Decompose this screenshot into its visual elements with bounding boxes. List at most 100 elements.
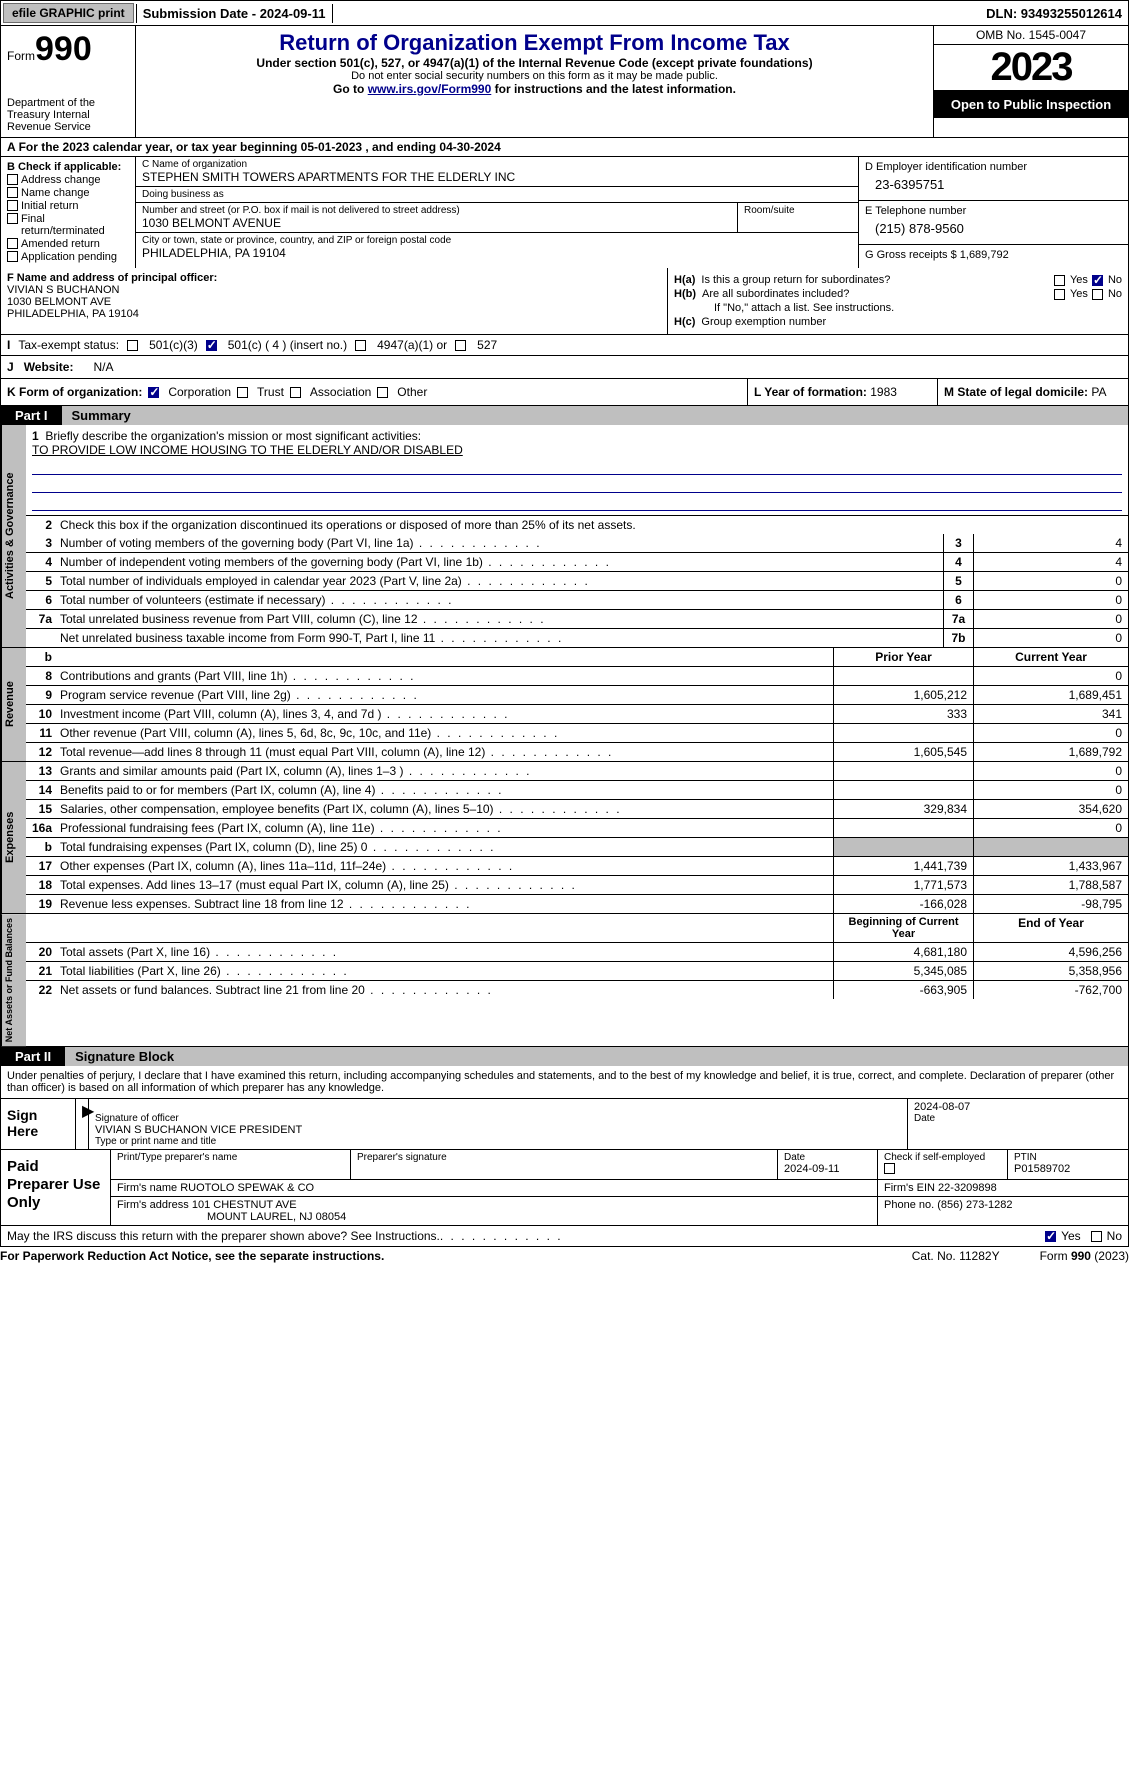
rev-hdr-row: b Prior Year Current Year [26, 648, 1128, 667]
current-year-hdr: Current Year [973, 648, 1128, 666]
j-label: Website: [24, 360, 74, 374]
table-row: 22Net assets or fund balances. Subtract … [26, 981, 1128, 999]
chk-other[interactable] [377, 387, 388, 398]
table-row: 14Benefits paid to or for members (Part … [26, 781, 1128, 800]
hb-no-chk[interactable] [1092, 289, 1103, 300]
chk-assoc[interactable] [290, 387, 301, 398]
omb-number: OMB No. 1545-0047 [934, 26, 1128, 45]
part1-num: Part I [1, 406, 62, 425]
ssn-note: Do not enter social security numbers on … [142, 70, 927, 82]
table-row: 13Grants and similar amounts paid (Part … [26, 762, 1128, 781]
table-row: 4Number of independent voting members of… [26, 553, 1128, 572]
line2-text: Check this box if the organization disco… [56, 516, 1128, 534]
table-row: bTotal fundraising expenses (Part IX, co… [26, 838, 1128, 857]
cat-no: Cat. No. 11282Y [912, 1249, 1000, 1263]
sig-declaration: Under penalties of perjury, I declare th… [0, 1066, 1129, 1098]
street-label: Number and street (or P.O. box if mail i… [142, 205, 731, 216]
mission-block: 1 Briefly describe the organization's mi… [26, 425, 1128, 516]
ha-no-chk[interactable] [1092, 275, 1103, 286]
k-label: K Form of organization: [7, 385, 142, 399]
table-row: 17Other expenses (Part IX, column (A), l… [26, 857, 1128, 876]
section-f: F Name and address of principal officer:… [1, 268, 668, 334]
table-row: 15Salaries, other compensation, employee… [26, 800, 1128, 819]
chk-pending[interactable]: Application pending [7, 251, 129, 263]
type-label: Type or print name and title [95, 1136, 901, 1147]
gov-tab: Activities & Governance [1, 425, 26, 647]
org-name: STEPHEN SMITH TOWERS APARTMENTS FOR THE … [142, 170, 852, 184]
chk-self-employed[interactable] [884, 1163, 895, 1174]
preparer-block: Paid Preparer Use Only Print/Type prepar… [0, 1150, 1129, 1226]
chk-amended[interactable]: Amended return [7, 238, 129, 250]
table-row: 3Number of voting members of the governi… [26, 534, 1128, 553]
table-row: 10Investment income (Part VIII, column (… [26, 705, 1128, 724]
table-row: 18Total expenses. Add lines 13–17 (must … [26, 876, 1128, 895]
chk-501c3[interactable] [127, 340, 138, 351]
mission-text: TO PROVIDE LOW INCOME HOUSING TO THE ELD… [32, 443, 1122, 457]
table-row: 8Contributions and grants (Part VIII, li… [26, 667, 1128, 686]
submission-date: Submission Date - 2024-09-11 [136, 4, 333, 23]
preparer-title: Paid Preparer Use Only [1, 1150, 111, 1225]
net-tab: Net Assets or Fund Balances [1, 914, 26, 1046]
f-h-block: F Name and address of principal officer:… [0, 268, 1129, 335]
expenses-block: Expenses 13Grants and similar amounts pa… [0, 762, 1129, 914]
prior-year-hdr: Prior Year [833, 648, 973, 666]
rev-tab: Revenue [1, 648, 26, 761]
form-header: Form990 Department of the Treasury Inter… [0, 26, 1129, 138]
street-value: 1030 BELMONT AVENUE [142, 216, 731, 230]
chk-final-return[interactable]: Final return/terminated [7, 213, 129, 237]
efile-print-button[interactable]: efile GRAPHIC print [3, 3, 134, 23]
sig-date-label: Date [914, 1113, 1122, 1124]
self-employed-cell: Check if self-employed [878, 1150, 1008, 1179]
year-formation: 1983 [870, 385, 897, 399]
ein-label: D Employer identification number [865, 161, 1122, 173]
dept-label: Department of the Treasury Internal Reve… [7, 97, 129, 133]
chk-4947[interactable] [355, 340, 366, 351]
sign-here-label: Sign Here [1, 1099, 76, 1149]
chk-trust[interactable] [237, 387, 248, 398]
ptin-value: P01589702 [1014, 1163, 1122, 1175]
chk-501c[interactable] [206, 340, 217, 351]
city-value: PHILADELPHIA, PA 19104 [142, 246, 852, 260]
gross-label: G Gross receipts $ [865, 249, 960, 261]
officer-sig-name: VIVIAN S BUCHANON VICE PRESIDENT [95, 1124, 901, 1136]
irs-link[interactable]: www.irs.gov/Form990 [368, 82, 492, 96]
chk-corp[interactable] [148, 387, 159, 398]
table-row: 9Program service revenue (Part VIII, lin… [26, 686, 1128, 705]
table-row: 7aTotal unrelated business revenue from … [26, 610, 1128, 629]
top-bar: efile GRAPHIC print Submission Date - 20… [0, 0, 1129, 26]
footer: For Paperwork Reduction Act Notice, see … [0, 1247, 1129, 1265]
chk-name-change[interactable]: Name change [7, 187, 129, 199]
discuss-text: May the IRS discuss this return with the… [7, 1229, 440, 1243]
ha-text: Is this a group return for subordinates? [701, 274, 1050, 286]
chk-address-change[interactable]: Address change [7, 174, 129, 186]
sign-here-block: Sign Here ▶ Signature of officerVIVIAN S… [0, 1098, 1129, 1150]
street-row: Number and street (or P.O. box if mail i… [136, 203, 858, 233]
info-grid: B Check if applicable: Address change Na… [0, 157, 1129, 268]
discuss-no-chk[interactable] [1091, 1231, 1102, 1242]
firm-ein: 22-3209898 [938, 1182, 997, 1194]
table-row: Net unrelated business taxable income fr… [26, 629, 1128, 647]
hb-note: If "No," attach a list. See instructions… [674, 302, 1122, 314]
tax-status-row: I Tax-exempt status: 501(c)(3) 501(c) ( … [0, 335, 1129, 356]
chk-527[interactable] [455, 340, 466, 351]
chk-initial-return[interactable]: Initial return [7, 200, 129, 212]
f-label: F Name and address of principal officer: [7, 272, 661, 284]
table-row: 19Revenue less expenses. Subtract line 1… [26, 895, 1128, 913]
begin-year-hdr: Beginning of Current Year [833, 914, 973, 942]
form-id-block: Form990 Department of the Treasury Inter… [1, 26, 136, 137]
part1-title: Summary [62, 406, 1128, 425]
section-m: M State of legal domicile: PA [938, 379, 1128, 405]
city-cell: City or town, state or province, country… [136, 233, 858, 262]
discuss-yes-chk[interactable] [1045, 1231, 1056, 1242]
form-prefix: Form [7, 49, 35, 63]
ha-yes-chk[interactable] [1054, 275, 1065, 286]
dba-cell: Doing business as [136, 187, 858, 203]
footer-left: For Paperwork Reduction Act Notice, see … [0, 1249, 384, 1263]
section-k: K Form of organization: Corporation Trus… [1, 379, 748, 405]
hb-yes-chk[interactable] [1054, 289, 1065, 300]
table-row: 6Total number of volunteers (estimate if… [26, 591, 1128, 610]
part1-header: Part I Summary [0, 406, 1129, 425]
public-inspection: Open to Public Inspection [934, 91, 1128, 118]
net-hdr-row: Beginning of Current Year End of Year [26, 914, 1128, 943]
prep-sig-label: Preparer's signature [351, 1150, 778, 1179]
